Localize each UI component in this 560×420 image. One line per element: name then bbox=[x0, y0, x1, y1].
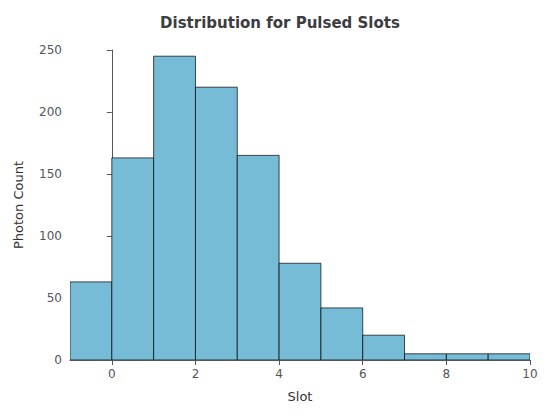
svg-text:Photon Count: Photon Count bbox=[11, 161, 26, 249]
svg-text:4: 4 bbox=[275, 367, 283, 381]
svg-text:Slot: Slot bbox=[288, 389, 313, 404]
svg-text:8: 8 bbox=[443, 367, 451, 381]
svg-text:250: 250 bbox=[39, 43, 62, 57]
svg-text:150: 150 bbox=[39, 167, 62, 181]
svg-text:6: 6 bbox=[359, 367, 367, 381]
svg-text:0: 0 bbox=[108, 367, 116, 381]
svg-text:200: 200 bbox=[39, 105, 62, 119]
svg-text:2: 2 bbox=[192, 367, 200, 381]
svg-text:50: 50 bbox=[47, 291, 62, 305]
svg-text:100: 100 bbox=[39, 229, 62, 243]
svg-text:10: 10 bbox=[522, 367, 537, 381]
svg-text:Distribution for Pulsed Slots: Distribution for Pulsed Slots bbox=[160, 14, 400, 32]
svg-text:0: 0 bbox=[54, 353, 62, 367]
